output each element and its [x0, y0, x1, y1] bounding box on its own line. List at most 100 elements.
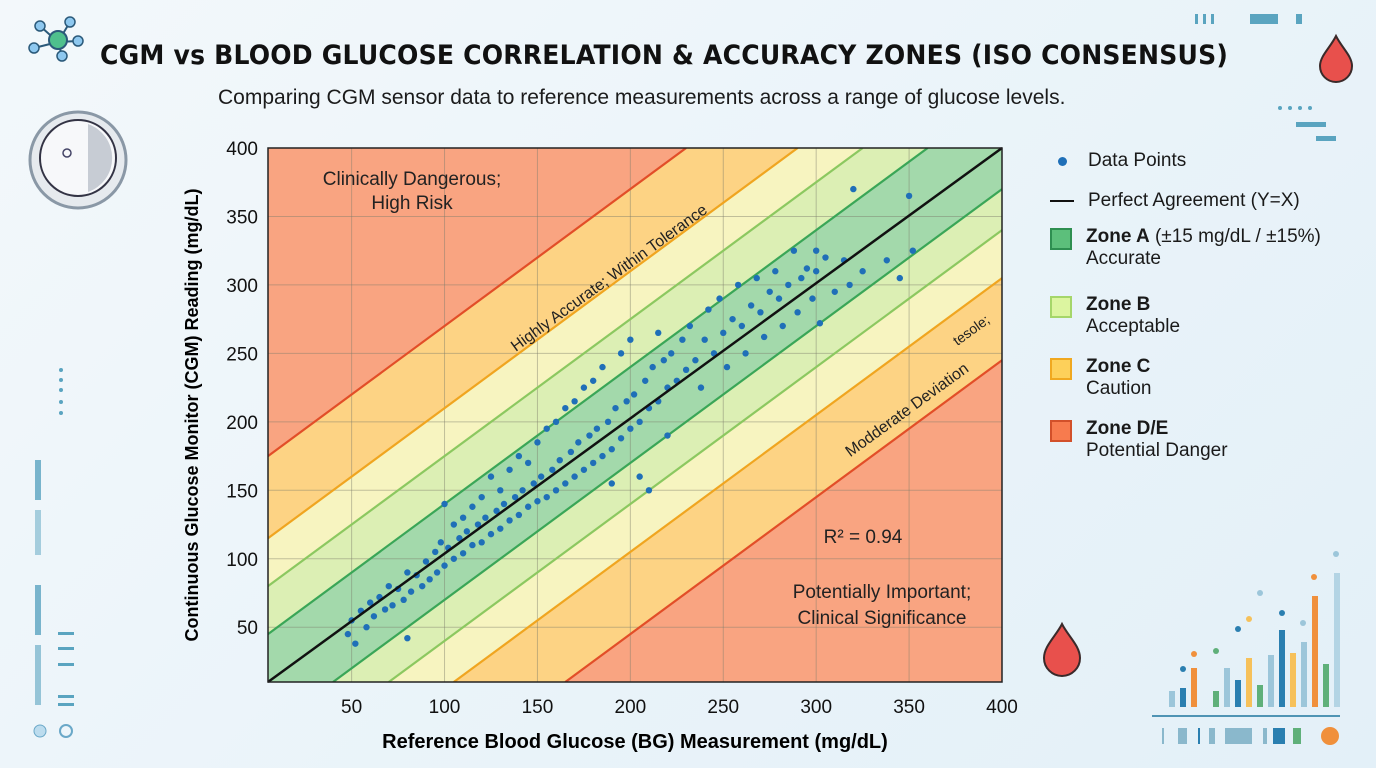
- data-point: [593, 425, 601, 432]
- data-point: [697, 384, 705, 391]
- data-point: [552, 487, 560, 494]
- data-point: [738, 322, 746, 330]
- data-point: [766, 288, 773, 295]
- data-point: [668, 350, 675, 357]
- y-tick-label: 250: [226, 344, 258, 365]
- data-point: [556, 456, 563, 464]
- zone-boundaries: [268, 148, 1002, 682]
- data-point: [493, 507, 500, 515]
- molecule-icon: [28, 16, 84, 62]
- data-point: [742, 350, 749, 357]
- data-point: [608, 446, 615, 453]
- y-tick-label: 100: [226, 550, 258, 571]
- data-point: [404, 569, 411, 576]
- page-title: CGM vs BLOOD GLUCOSE CORRELATION & ACCUR…: [100, 40, 1229, 71]
- zone-boundary-line: [564, 359, 1002, 682]
- data-point: [511, 493, 519, 501]
- data-point: [753, 274, 760, 282]
- data-point: [352, 640, 359, 647]
- decorative-bars: [33, 14, 1336, 738]
- data-point: [642, 377, 649, 384]
- x-tick-label: 150: [522, 697, 554, 718]
- x-tick-label: 400: [986, 697, 1018, 718]
- data-point: [552, 418, 560, 426]
- data-point: [562, 480, 569, 487]
- data-point: [822, 254, 829, 261]
- y-tick-label: 150: [226, 481, 258, 502]
- data-point: [630, 391, 638, 398]
- blood-drop-icon: [1042, 621, 1082, 677]
- data-point: [803, 265, 811, 272]
- y-tick-label: 300: [226, 276, 258, 297]
- data-point: [487, 473, 495, 480]
- data-point: [649, 363, 656, 371]
- legend-label: Data Points: [1088, 150, 1187, 171]
- y-axis-ticks: 50 100 150 200 250 300 350 400: [226, 139, 258, 639]
- legend: Data Points Perfect Agreement (Y=X) Zone…: [1050, 150, 1321, 476]
- data-point: [729, 315, 736, 323]
- data-point: [500, 500, 508, 508]
- zone-boundary-line: [268, 148, 799, 540]
- data-point: [831, 288, 838, 295]
- data-point: [450, 555, 458, 562]
- data-point: [463, 528, 471, 535]
- y-tick-label: 400: [226, 139, 258, 160]
- data-points: [344, 185, 917, 647]
- data-point: [497, 525, 504, 532]
- grid: [268, 148, 1002, 682]
- data-point: [686, 322, 694, 330]
- data-point: [450, 521, 458, 528]
- data-point: [407, 588, 415, 595]
- data-point: [567, 448, 575, 456]
- data-point: [474, 521, 482, 528]
- data-point: [482, 514, 489, 521]
- data-point: [599, 363, 606, 371]
- annotation-top-left-line2: High Risk: [371, 193, 453, 214]
- data-point: [599, 452, 606, 460]
- data-point: [859, 268, 866, 275]
- zone-boundary-line: [268, 148, 864, 588]
- data-point: [543, 493, 550, 501]
- x-tick-label: 300: [800, 697, 832, 718]
- legend-desc: Acceptable: [1086, 316, 1181, 337]
- data-point: [580, 384, 588, 391]
- data-point: [716, 295, 723, 302]
- data-point: [580, 466, 588, 473]
- data-point: [883, 257, 890, 264]
- legend-desc: Potential Danger: [1086, 440, 1228, 461]
- data-point: [816, 320, 824, 327]
- data-point: [720, 329, 727, 337]
- data-point: [404, 634, 411, 642]
- data-point: [456, 535, 463, 542]
- data-point: [426, 576, 433, 583]
- y-tick-label: 50: [237, 618, 258, 639]
- mini-bar-chart-icon: [1152, 551, 1340, 745]
- data-point: [571, 398, 578, 405]
- data-point: [779, 322, 786, 330]
- data-point: [487, 530, 495, 538]
- legend-label: Zone B: [1086, 294, 1151, 315]
- data-point: [655, 329, 662, 337]
- data-point: [515, 511, 523, 519]
- data-point: [549, 466, 556, 473]
- data-point: [608, 480, 615, 487]
- data-point: [562, 404, 569, 412]
- data-point: [534, 439, 541, 446]
- data-point: [812, 247, 820, 254]
- annotation-top-left-line1: Clinically Dangerous;: [323, 169, 501, 190]
- data-point: [389, 602, 396, 609]
- plot-frame: [267, 147, 1003, 683]
- zone-b-swatch: [1050, 296, 1072, 318]
- data-point: [586, 432, 593, 439]
- data-point: [775, 295, 783, 302]
- perfect-agreement-line: [267, 146, 1003, 684]
- data-point: [344, 630, 352, 638]
- data-point: [812, 268, 820, 275]
- data-point: [846, 281, 853, 289]
- data-point: [524, 459, 532, 467]
- data-point: [437, 539, 445, 546]
- y-tick-label: 200: [226, 413, 258, 434]
- legend-desc: Caution: [1086, 378, 1152, 399]
- data-point: [385, 582, 392, 590]
- data-point: [534, 498, 541, 505]
